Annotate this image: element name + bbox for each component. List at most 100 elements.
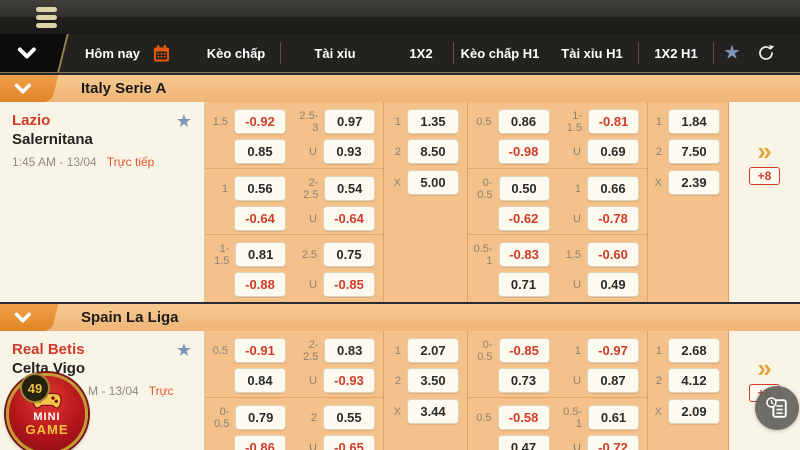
league-header: Spain La Liga <box>0 302 800 331</box>
odds-cell[interactable]: -0.85 <box>323 272 375 297</box>
odds-cell[interactable]: -0.64 <box>234 206 286 231</box>
league-collapse-button[interactable] <box>0 304 59 331</box>
more-odds-button[interactable]: » <box>757 136 772 166</box>
odds-cell[interactable]: 0.61 <box>588 405 639 430</box>
tab-over-under-h1[interactable]: Tài xỉu H1 <box>546 34 638 72</box>
odds-cell[interactable]: -0.60 <box>587 242 639 267</box>
odds-cell[interactable]: -0.62 <box>497 206 550 231</box>
odds-cell[interactable]: 0.55 <box>323 405 375 430</box>
odds-cell[interactable]: 0.73 <box>497 368 550 393</box>
odds-cell[interactable]: 3.50 <box>407 368 459 393</box>
odds-line-label: U <box>309 278 317 291</box>
odds-line-label: 1 <box>655 344 662 357</box>
tab-1x2-h1[interactable]: 1X2 H1 <box>639 34 713 72</box>
odds-cell[interactable]: 8.50 <box>407 139 459 164</box>
odds-cell[interactable]: -0.64 <box>323 206 375 231</box>
odds-line-label: 2.5-3 <box>299 109 319 134</box>
odds-cell[interactable]: -0.98 <box>497 139 550 164</box>
odds-cell[interactable]: -0.83 <box>498 242 550 267</box>
odds-line-label: 2 <box>394 374 401 387</box>
favorite-star-icon[interactable]: ★ <box>175 340 192 360</box>
odds-cell[interactable]: 0.47 <box>497 435 550 450</box>
odds-cell[interactable]: -0.97 <box>587 338 639 363</box>
odds-cell[interactable]: 1.35 <box>407 109 459 134</box>
odds-cell[interactable]: 7.50 <box>668 139 720 164</box>
odds-cell[interactable]: 0.97 <box>324 109 375 134</box>
league-collapse-button[interactable] <box>0 75 59 102</box>
favorite-star-icon[interactable]: ★ <box>175 111 192 131</box>
odds-cell[interactable]: 0.49 <box>587 272 639 297</box>
odds-cell[interactable]: 5.00 <box>407 170 459 195</box>
tab-today[interactable]: Hôm nay <box>64 34 192 72</box>
odds-cell[interactable]: 0.81 <box>235 242 286 267</box>
live-label: Trực tiếp <box>106 155 155 169</box>
chevron-down-icon <box>14 83 32 93</box>
odds-cell[interactable]: -0.65 <box>323 435 375 450</box>
top-bar <box>0 0 800 34</box>
odds-line-label: U <box>309 441 317 450</box>
odds-line-label: 1 <box>394 344 401 357</box>
odds-cell[interactable]: 0.56 <box>234 176 286 201</box>
odds-cell[interactable]: 0.84 <box>234 368 286 393</box>
tab-handicap-h1-label: Kèo chấp H1 <box>460 45 540 61</box>
odds-line-label: U <box>573 212 581 225</box>
refresh-button[interactable] <box>750 34 782 72</box>
odds-cell[interactable]: -0.58 <box>497 405 550 430</box>
odds-cell[interactable]: 0.71 <box>497 272 550 297</box>
odds-line-label: X <box>654 405 662 418</box>
odds-cell[interactable]: 2.68 <box>668 338 720 363</box>
more-odds-button[interactable]: » <box>757 353 772 383</box>
odds-cell[interactable]: 1.84 <box>668 109 720 134</box>
odds-cell[interactable]: -0.81 <box>588 109 639 134</box>
tab-over-under-h1-label: Tài xỉu H1 <box>561 45 623 61</box>
odds-cell[interactable]: 2.09 <box>668 399 720 424</box>
odds-cell[interactable]: 2.39 <box>668 170 720 195</box>
odds-cell[interactable]: 0.79 <box>235 405 286 430</box>
tab-handicap-h1[interactable]: Kèo chấp H1 <box>454 34 546 72</box>
odds-cell[interactable]: -0.91 <box>234 338 286 363</box>
odds-cell[interactable]: 4.12 <box>668 368 720 393</box>
odds-line-label: 0.5 <box>476 411 492 424</box>
odds-cell[interactable]: 0.93 <box>323 139 375 164</box>
odds-cell[interactable]: 0.69 <box>587 139 639 164</box>
match-time: 1:45 AM - 13/04 <box>12 155 97 169</box>
tab-over-under[interactable]: Tài xỉu <box>281 34 389 72</box>
odds-cell[interactable]: -0.86 <box>234 435 286 450</box>
odds-line-label: U <box>309 145 317 158</box>
odds-cell[interactable]: -0.93 <box>323 368 375 393</box>
odds-cell[interactable]: 0.75 <box>323 242 375 267</box>
odds-cell[interactable]: -0.92 <box>234 109 286 134</box>
odds-line-label: 2 <box>394 145 401 158</box>
odds-cell[interactable]: -0.85 <box>498 338 550 363</box>
odds-cell[interactable]: 2.07 <box>407 338 459 363</box>
odds-cell[interactable]: -0.78 <box>587 206 639 231</box>
tab-handicap[interactable]: Kèo chấp <box>192 34 280 72</box>
odds-cell[interactable]: 0.83 <box>324 338 375 363</box>
bet-history-button[interactable] <box>755 386 799 430</box>
refresh-icon <box>759 45 775 60</box>
more-count-badge[interactable]: +8 <box>748 167 781 185</box>
market-dropdown-button[interactable] <box>0 34 69 72</box>
odds-cell[interactable]: 0.54 <box>324 176 375 201</box>
odds-line-label: 1 <box>394 115 401 128</box>
chevron-down-icon <box>14 312 32 322</box>
odds-line-label: 1 <box>574 344 581 357</box>
odds-cell[interactable]: 3.44 <box>407 399 459 424</box>
odds-line-label: 2 <box>655 145 662 158</box>
odds-cell[interactable]: 0.66 <box>587 176 639 201</box>
minigame-button[interactable]: MINI GAME 49 <box>6 373 88 450</box>
odds-cell[interactable]: 0.87 <box>587 368 639 393</box>
menu-icon[interactable] <box>36 6 57 28</box>
odds-line-label: X <box>393 176 401 189</box>
tab-1x2[interactable]: 1X2 <box>389 34 453 72</box>
odds-line-label: 0.5 <box>476 115 492 128</box>
favorites-button[interactable]: ★ <box>714 34 750 72</box>
odds-line-label: 2 <box>310 411 317 424</box>
odds-cell[interactable]: -0.72 <box>587 435 639 450</box>
odds-cell[interactable]: -0.88 <box>234 272 286 297</box>
odds-cell[interactable]: 0.85 <box>234 139 286 164</box>
odds-cell[interactable]: 0.50 <box>498 176 550 201</box>
nav-separator <box>638 42 639 64</box>
odds-cell[interactable]: 0.86 <box>497 109 550 134</box>
